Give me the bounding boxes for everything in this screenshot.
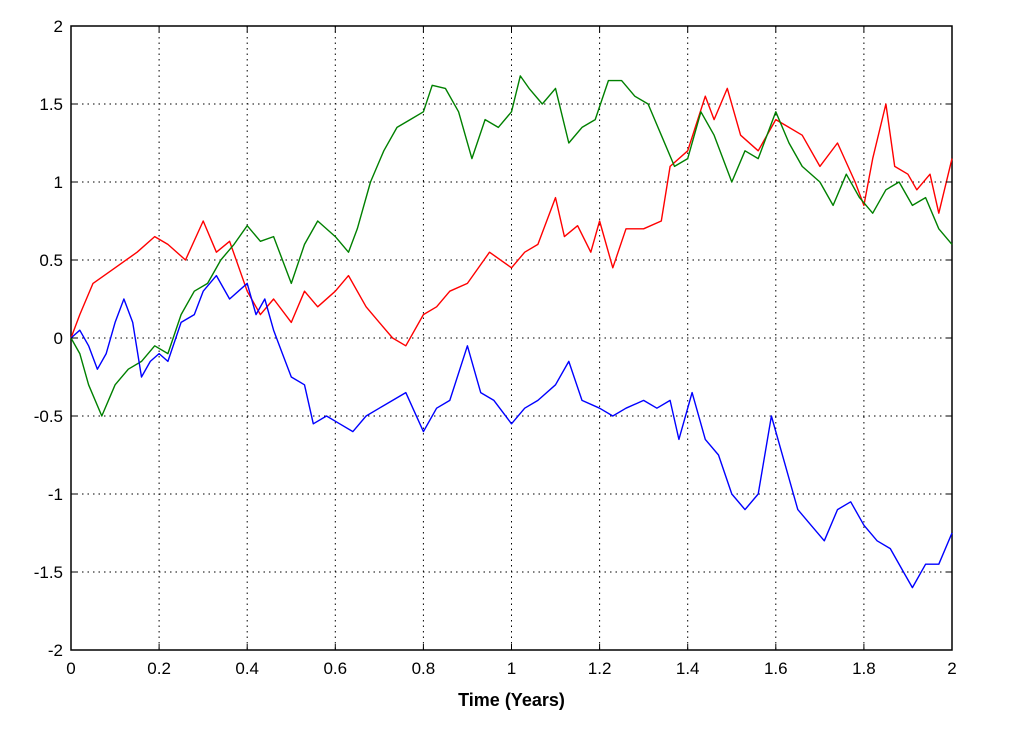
y-tick-label: -0.5: [34, 407, 63, 426]
x-tick-label: 2: [947, 659, 956, 678]
x-tick-label: 0.6: [323, 659, 347, 678]
y-tick-label: 0: [54, 329, 63, 348]
y-tick-label: -1.5: [34, 563, 63, 582]
y-axis-ticks: 2 1.5 1 0.5 0 -0.5 -1 -1.5 -2: [34, 17, 952, 660]
x-tick-label: 1: [507, 659, 516, 678]
series-line-2: [70, 75, 953, 417]
x-tick-label: 0.4: [235, 659, 259, 678]
x-tick-label: 1.4: [676, 659, 700, 678]
x-tick-label: 1.2: [588, 659, 612, 678]
y-tick-label: -2: [48, 641, 63, 660]
grid-lines: [71, 26, 952, 650]
series-group: [70, 75, 953, 589]
x-axis-label: Time (Years): [458, 690, 565, 710]
series-line-3: [70, 274, 953, 589]
x-axis-ticks: 0 0.2 0.4 0.6 0.8 1 1.2 1.4 1.6 1.8 2: [66, 26, 957, 678]
x-tick-label: 1.6: [764, 659, 788, 678]
y-tick-label: 1.5: [39, 95, 63, 114]
y-tick-label: 0.5: [39, 251, 63, 270]
y-tick-label: -1: [48, 485, 63, 504]
x-tick-label: 0: [66, 659, 75, 678]
y-tick-label: 1: [54, 173, 63, 192]
x-tick-label: 1.8: [852, 659, 876, 678]
x-tick-label: 0.2: [147, 659, 171, 678]
x-tick-label: 0.8: [412, 659, 436, 678]
series-line-1: [70, 87, 953, 347]
y-tick-label: 2: [54, 17, 63, 36]
